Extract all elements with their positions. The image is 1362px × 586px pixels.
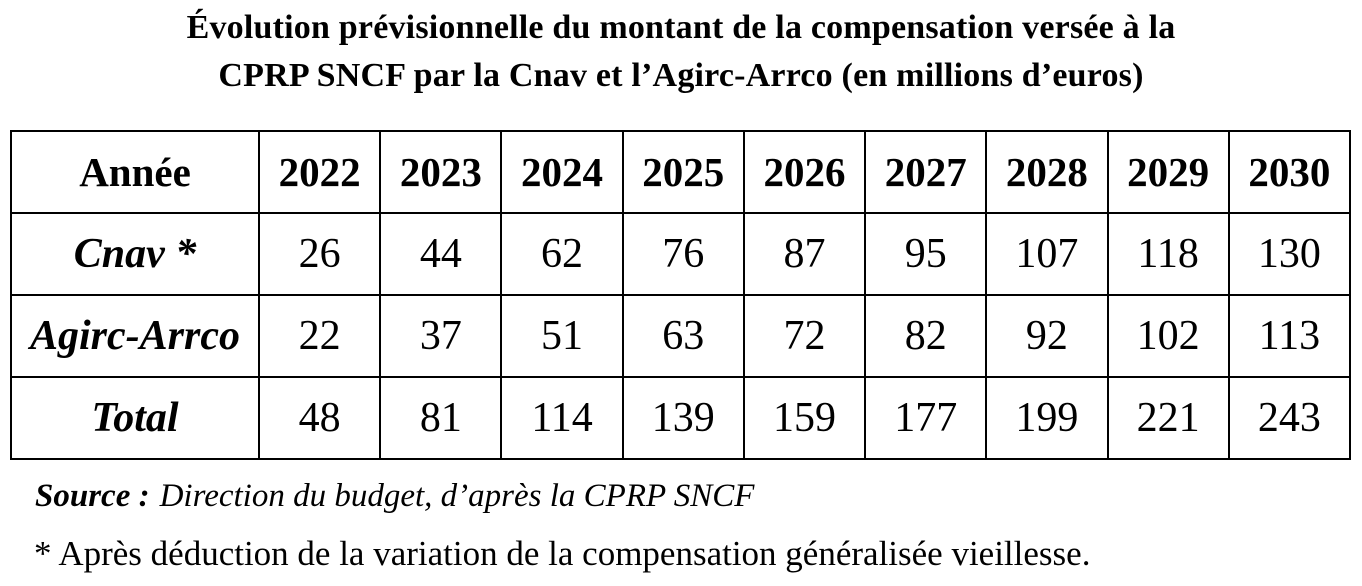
title-line-1: Évolution prévisionnelle du montant de l…: [186, 9, 1176, 46]
footnote: * Après déduction de la variation de la …: [34, 534, 1091, 573]
data-cell: 102: [1106, 294, 1230, 378]
table-header-row: Année 2022 2023 2024 2025 2026 2027 2028…: [10, 130, 1352, 214]
row-label-total: Total: [10, 376, 260, 460]
table-row-total: Total 48 81 114 139 159 177 199 221 243: [10, 376, 1352, 460]
data-cell: 159: [742, 376, 867, 460]
header-cell-annee: Année: [10, 130, 260, 214]
header-cell-year: 2023: [379, 130, 503, 214]
header-cell-year: 2026: [742, 130, 867, 214]
row-label-cnav: Cnav *: [10, 212, 260, 296]
data-cell: 87: [742, 212, 867, 296]
header-cell-year: 2028: [985, 130, 1109, 214]
data-cell: 221: [1106, 376, 1230, 460]
data-cell: 22: [257, 294, 382, 378]
header-cell-year: 2030: [1227, 130, 1352, 214]
data-cell: 177: [864, 376, 988, 460]
data-cell: 51: [500, 294, 624, 378]
data-cell: 113: [1227, 294, 1352, 378]
compensation-table: Année 2022 2023 2024 2025 2026 2027 2028…: [10, 130, 1352, 460]
title-line-2: CPRP SNCF par la Cnav et l’Agirc-Arrco (…: [218, 57, 1144, 94]
data-cell: 92: [985, 294, 1109, 378]
data-cell: 130: [1227, 212, 1352, 296]
source-text: Direction du budget, d’après la CPRP SNC…: [159, 478, 755, 514]
data-cell: 62: [500, 212, 624, 296]
data-cell: 63: [621, 294, 745, 378]
header-cell-year: 2029: [1106, 130, 1230, 214]
data-cell: 26: [257, 212, 382, 296]
data-cell: 81: [379, 376, 503, 460]
source-line: Source : Direction du budget, d’après la …: [35, 478, 754, 515]
data-cell: 199: [985, 376, 1109, 460]
data-cell: 95: [864, 212, 988, 296]
data-cell: 114: [500, 376, 624, 460]
data-cell: 107: [985, 212, 1109, 296]
row-label-agirc-arrco: Agirc-Arrco: [10, 294, 260, 378]
table-row-agirc-arrco: Agirc-Arrco 22 37 51 63 72 82 92 102 113: [10, 294, 1352, 378]
header-cell-year: 2027: [864, 130, 988, 214]
data-cell: 44: [379, 212, 503, 296]
data-cell: 48: [257, 376, 382, 460]
source-label: Source :: [35, 478, 150, 514]
header-cell-year: 2022: [257, 130, 382, 214]
header-cell-year: 2024: [500, 130, 624, 214]
data-cell: 243: [1227, 376, 1352, 460]
data-cell: 37: [379, 294, 503, 378]
data-cell: 72: [742, 294, 867, 378]
table-row-cnav: Cnav * 26 44 62 76 87 95 107 118 130: [10, 212, 1352, 296]
document-title: Évolution prévisionnelle du montant de l…: [0, 4, 1362, 100]
header-cell-year: 2025: [621, 130, 745, 214]
data-cell: 82: [864, 294, 988, 378]
data-cell: 139: [621, 376, 745, 460]
data-cell: 76: [621, 212, 745, 296]
data-cell: 118: [1106, 212, 1230, 296]
